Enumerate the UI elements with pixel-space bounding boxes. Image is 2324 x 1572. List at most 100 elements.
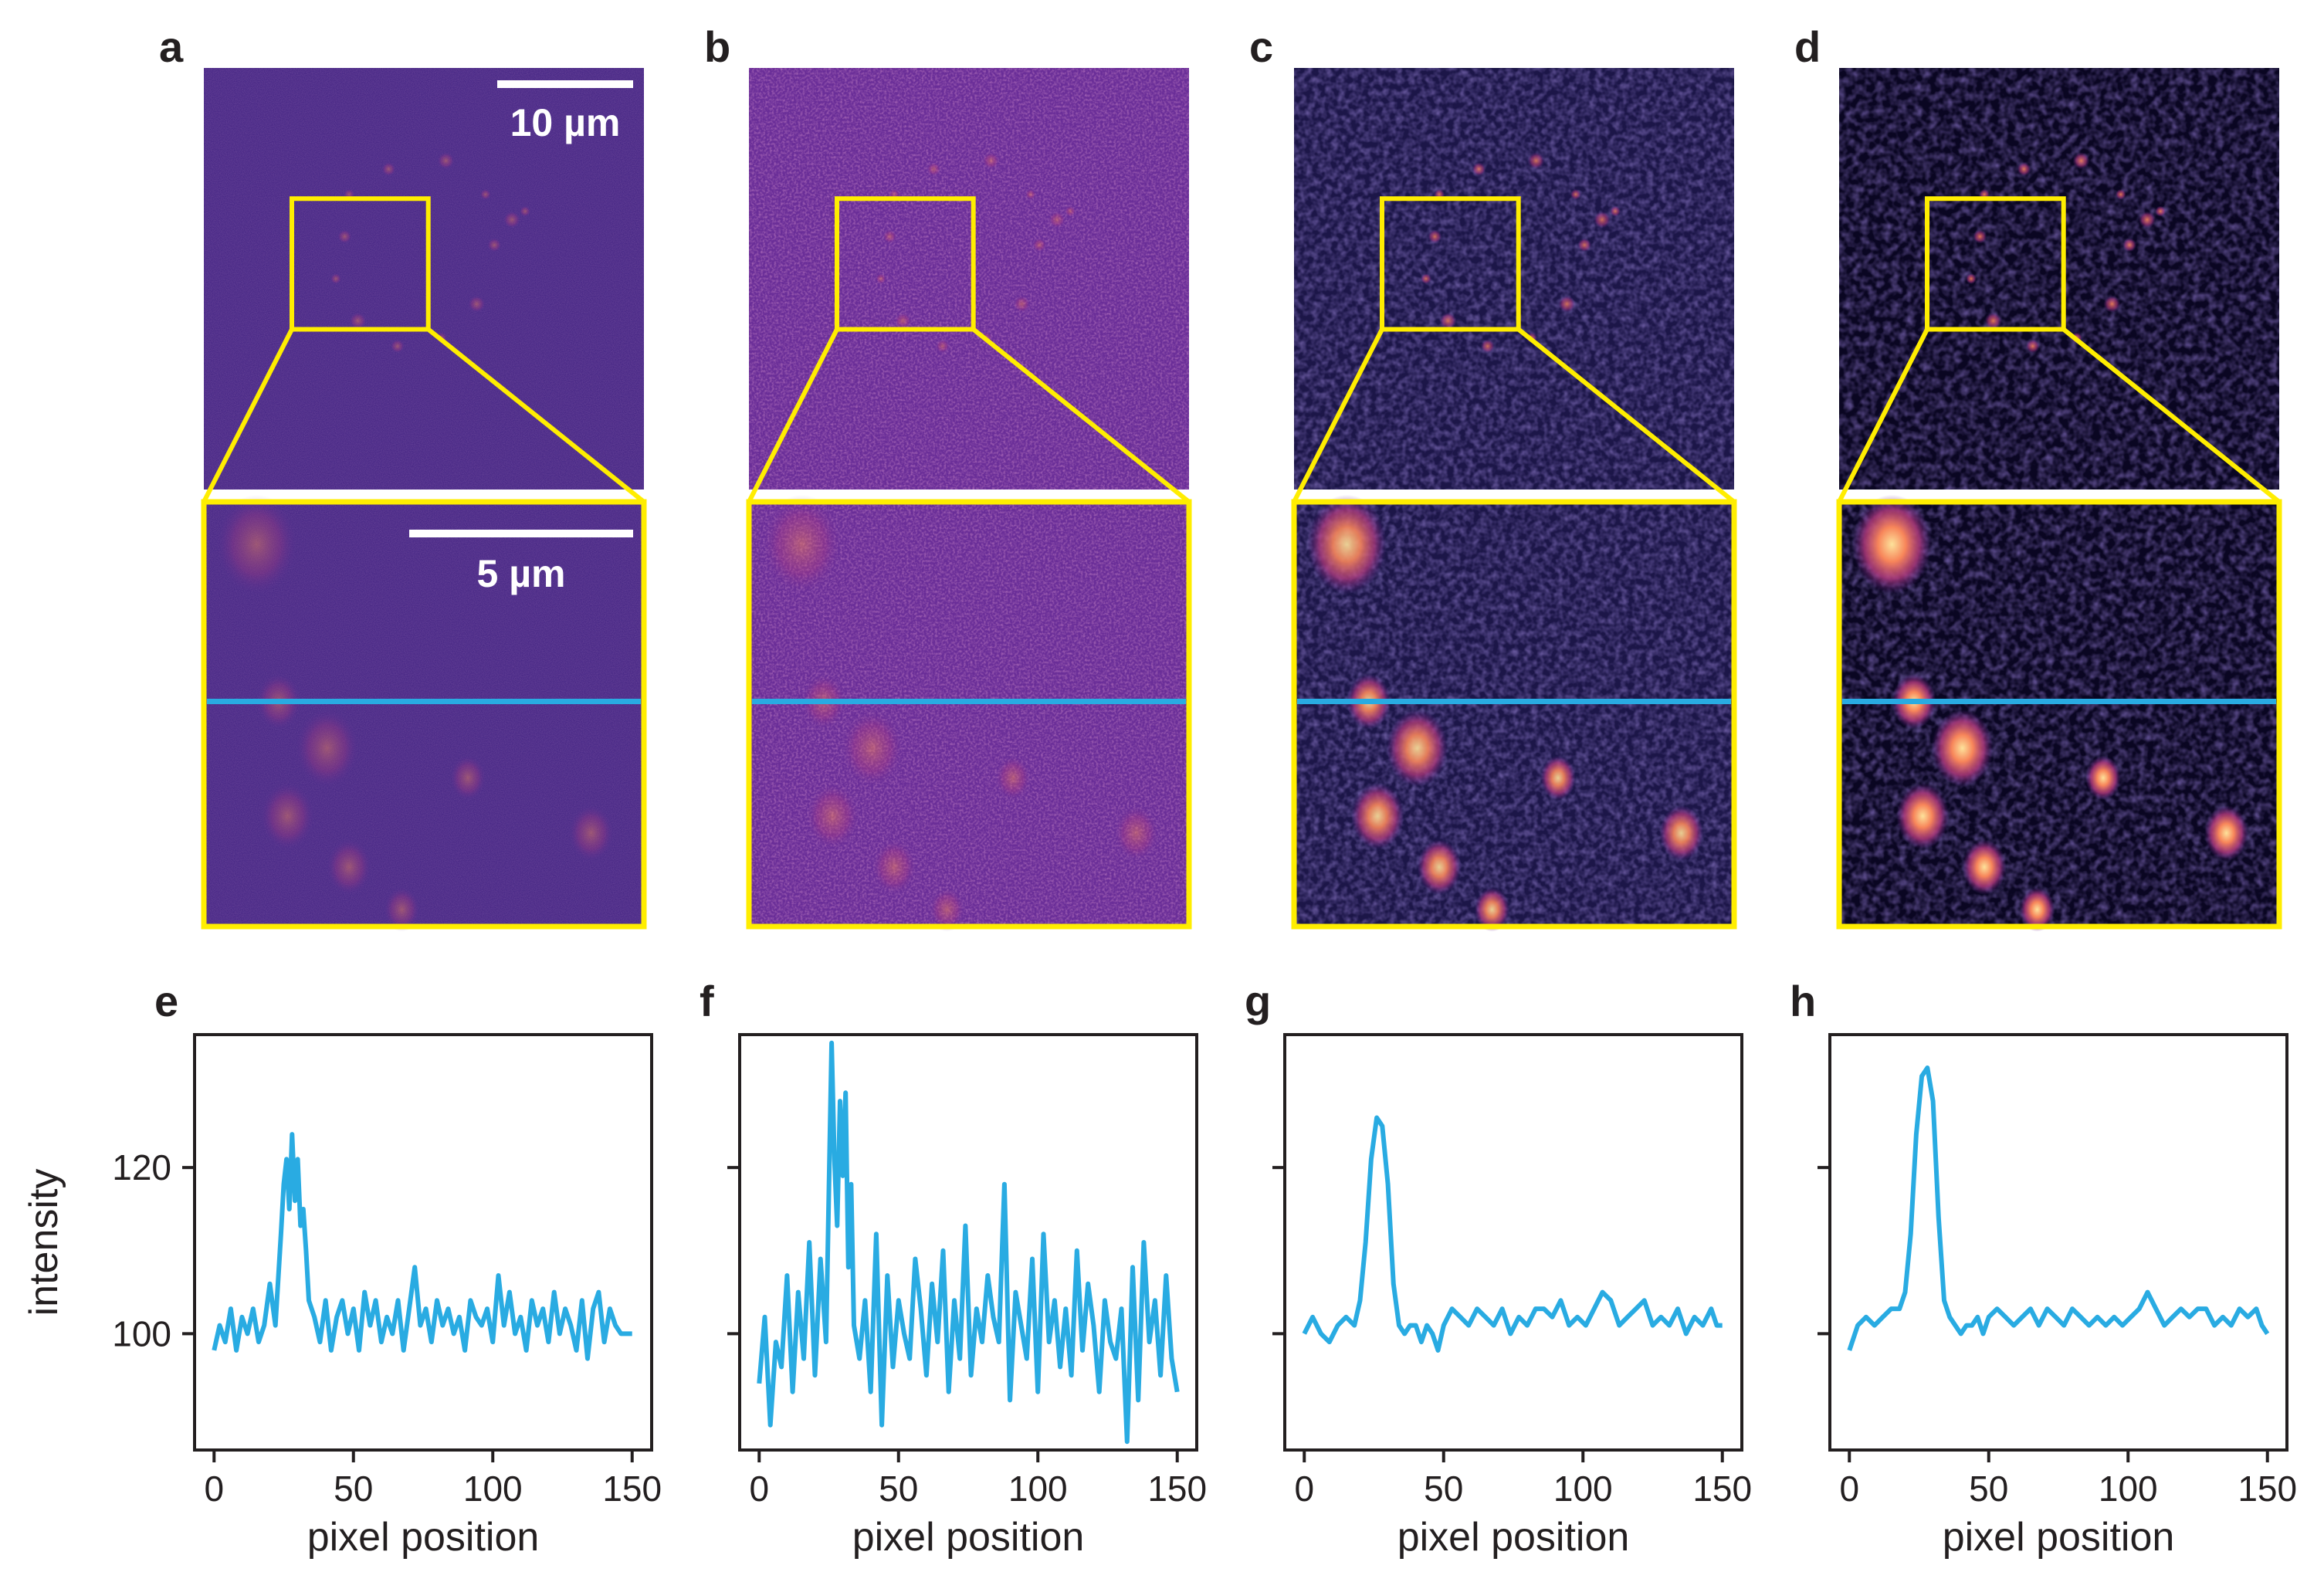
inset-spot-b — [806, 783, 859, 849]
inset-spot-a — [296, 709, 358, 788]
inset-frame-a — [201, 499, 647, 930]
inset-spot-b — [762, 494, 842, 595]
x-tick-label: 100 — [463, 1469, 523, 1509]
panel-c: c — [1249, 22, 1737, 932]
x-tick-label: 100 — [1553, 1469, 1613, 1509]
ring-spot-a — [503, 211, 520, 229]
inset-spot-d — [1931, 709, 1994, 788]
micrograph-noise-a — [204, 68, 644, 490]
y-tick-label: 100 — [112, 1313, 171, 1353]
axes-frame-e — [193, 1033, 653, 1452]
x-tick-label: 50 — [879, 1469, 918, 1509]
inset-spot-a — [261, 783, 314, 849]
inset-spot-b — [929, 887, 965, 932]
inset-spot-c — [1474, 887, 1510, 932]
ring-spot-d — [2115, 188, 2126, 200]
ring-spot-a — [390, 339, 405, 354]
ring-spot-a — [381, 162, 396, 177]
inset-spot-c — [1351, 783, 1404, 849]
x-tick-label: 100 — [1008, 1469, 1068, 1509]
ring-spot-b — [927, 162, 941, 177]
ring-spot-b — [1065, 205, 1076, 217]
ring-spot-d — [2139, 211, 2156, 229]
ring-spot-d — [2025, 339, 2040, 354]
x-axis-label-h: pixel position — [1943, 1515, 2175, 1560]
plot-f: f 0 50 100 150 pixel position — [700, 977, 1207, 1560]
plot-e: e 0 50 100 150 100 120 pixel position intensity — [22, 977, 662, 1560]
ring-spot-c — [1594, 211, 1611, 229]
inset-spot-b — [1114, 805, 1159, 861]
zoom-guide-left-b — [747, 328, 839, 503]
ring-spot-c — [1570, 188, 1581, 200]
ring-spot-b — [894, 312, 912, 330]
ring-spot-a — [330, 273, 341, 284]
ring-spot-c — [1428, 229, 1442, 244]
ring-spot-c — [1527, 152, 1545, 170]
panel-b: b — [704, 22, 1192, 932]
ring-spot-d — [2103, 295, 2121, 313]
inset-spot-c — [1307, 494, 1387, 595]
inset-spot-d — [1896, 783, 1950, 849]
scale-bar-main-label: 10 µm — [510, 101, 621, 144]
inset-spot-d — [1962, 839, 2007, 895]
inset-frame-d — [1836, 499, 2282, 930]
ring-spot-d — [2072, 152, 2090, 170]
x-tick-label: 0 — [1839, 1469, 1859, 1509]
y-tick-label: 120 — [112, 1147, 171, 1187]
ring-spot-d — [2122, 238, 2137, 252]
panel-label-f: f — [700, 977, 714, 1025]
plot-h: h 0 50 100 150 pixel position — [1790, 977, 2297, 1560]
scale-bar-inset — [409, 530, 633, 537]
zoom-guide-left-d — [1837, 328, 1929, 503]
x-axis-label-f: pixel position — [852, 1515, 1085, 1560]
x-axis-label-e: pixel position — [307, 1515, 540, 1560]
zoom-guide-right-a — [426, 327, 645, 504]
inset-spot-c — [1540, 755, 1576, 801]
zoom-box-d — [1925, 196, 2066, 332]
inset-spot-c — [1659, 805, 1704, 861]
ring-spot-d — [1984, 312, 2002, 330]
ring-spot-b — [1032, 238, 1047, 252]
x-tick-label: 100 — [2099, 1469, 2158, 1509]
inset-spot-d — [2204, 805, 2249, 861]
axes-frame-h — [1828, 1033, 2288, 1452]
ring-spot-a — [520, 205, 531, 217]
zoom-guide-right-d — [2061, 327, 2281, 504]
ring-spot-c — [1439, 312, 1457, 330]
profile-series-h — [1847, 1066, 2270, 1351]
inset-spot-b — [995, 755, 1031, 801]
ring-spot-c — [1577, 238, 1592, 252]
x-tick-label: 50 — [334, 1469, 373, 1509]
zoom-box-a — [290, 196, 431, 332]
plot-g: g 0 50 100 150 pixel position — [1245, 977, 1752, 1560]
x-tick-label: 150 — [2238, 1469, 2297, 1509]
inset-spot-a — [450, 755, 486, 801]
profile-series-g — [1302, 1115, 1723, 1353]
zoom-box-b — [835, 196, 976, 332]
zoom-guide-right-b — [971, 327, 1191, 504]
ring-spot-b — [876, 273, 886, 284]
scale-bar-main — [497, 80, 633, 88]
zoom-guide-right-c — [1516, 327, 1736, 504]
inset-spot-b — [841, 709, 903, 788]
ring-spot-a — [468, 295, 486, 313]
x-axis-label-g: pixel position — [1397, 1515, 1630, 1560]
x-tick-label: 0 — [749, 1469, 769, 1509]
inset-spot-a — [384, 887, 420, 932]
panel-label-a: a — [159, 22, 184, 71]
zoom-box-c — [1380, 196, 1521, 332]
axes-frame-g — [1283, 1033, 1743, 1452]
ring-spot-d — [1973, 229, 1987, 244]
zoom-guide-left-a — [202, 328, 294, 503]
ring-spot-b — [1013, 295, 1031, 313]
micrograph-noise-c — [1294, 68, 1734, 490]
x-tick-label: 0 — [204, 1469, 224, 1509]
y-axis-label: intensity — [22, 1169, 66, 1316]
ring-spot-b — [1049, 211, 1065, 229]
profile-series-f — [757, 1040, 1180, 1445]
scale-bar-inset-label: 5 µm — [477, 552, 566, 595]
inset-spot-b — [872, 839, 916, 895]
x-tick-label: 150 — [1692, 1469, 1752, 1509]
ring-spot-a — [337, 229, 352, 244]
